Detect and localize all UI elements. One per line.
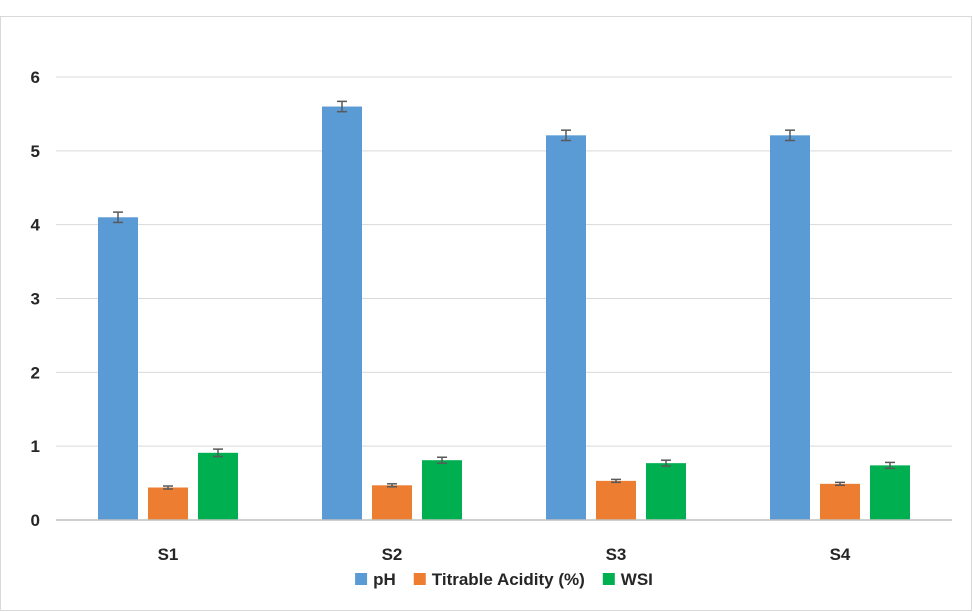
legend-swatch bbox=[413, 573, 426, 585]
x-tick-label: S4 bbox=[830, 545, 851, 564]
error-bar bbox=[213, 448, 223, 458]
error-bar bbox=[835, 481, 845, 487]
legend-label: WSI bbox=[621, 570, 653, 589]
legend-item: Titrable Acidity (%) bbox=[413, 570, 585, 589]
x-axis-ticks: S1 S2 S3 S4 bbox=[158, 545, 851, 564]
error-bar bbox=[611, 478, 621, 484]
bar-s4-series-3 bbox=[870, 465, 910, 520]
error-bar bbox=[885, 461, 895, 470]
legend-item: WSI bbox=[602, 570, 653, 589]
bars bbox=[98, 106, 910, 521]
error-bar bbox=[437, 456, 447, 464]
error-bar bbox=[163, 485, 173, 490]
bar-s1-series-2 bbox=[148, 487, 188, 520]
bar-s1-series-3 bbox=[198, 452, 238, 520]
error-bar bbox=[337, 100, 347, 113]
chart-border bbox=[0, 16, 972, 611]
error-bars bbox=[113, 100, 895, 490]
y-tick-label: 0 bbox=[31, 511, 40, 530]
bar-s2-series-3 bbox=[422, 460, 462, 520]
legend-swatch bbox=[602, 573, 615, 585]
legend-swatch bbox=[355, 573, 368, 585]
error-bar bbox=[387, 483, 397, 488]
y-tick-label: 2 bbox=[31, 363, 40, 382]
x-tick-label: S3 bbox=[606, 545, 627, 564]
bar-s2-series-2 bbox=[372, 485, 412, 520]
y-tick-label: 6 bbox=[31, 68, 40, 87]
legend-item: pH bbox=[355, 570, 396, 589]
bar-s3-series-1 bbox=[546, 135, 586, 520]
error-bar bbox=[661, 459, 671, 467]
error-bar bbox=[561, 129, 571, 142]
x-tick-label: S2 bbox=[382, 545, 403, 564]
legend-label: pH bbox=[373, 570, 396, 589]
y-tick-label: 1 bbox=[31, 437, 40, 456]
y-tick-label: 5 bbox=[31, 142, 40, 161]
legend: pH Titrable Acidity (%) WSI bbox=[355, 570, 653, 589]
legend-label: Titrable Acidity (%) bbox=[432, 570, 585, 589]
y-tick-label: 4 bbox=[31, 216, 41, 235]
error-bar bbox=[113, 211, 123, 224]
bar-s1-series-1 bbox=[98, 217, 138, 521]
bar-s3-series-3 bbox=[646, 463, 686, 520]
bar-s3-series-2 bbox=[596, 480, 636, 520]
bar-s4-series-2 bbox=[820, 483, 860, 520]
error-bar bbox=[785, 129, 795, 142]
x-tick-label: S1 bbox=[158, 545, 179, 564]
bar-s4-series-1 bbox=[770, 135, 810, 520]
y-tick-label: 3 bbox=[31, 290, 40, 309]
y-axis-ticks: 0 1 2 3 4 5 6 bbox=[31, 68, 41, 530]
bar-s2-series-1 bbox=[322, 106, 362, 521]
